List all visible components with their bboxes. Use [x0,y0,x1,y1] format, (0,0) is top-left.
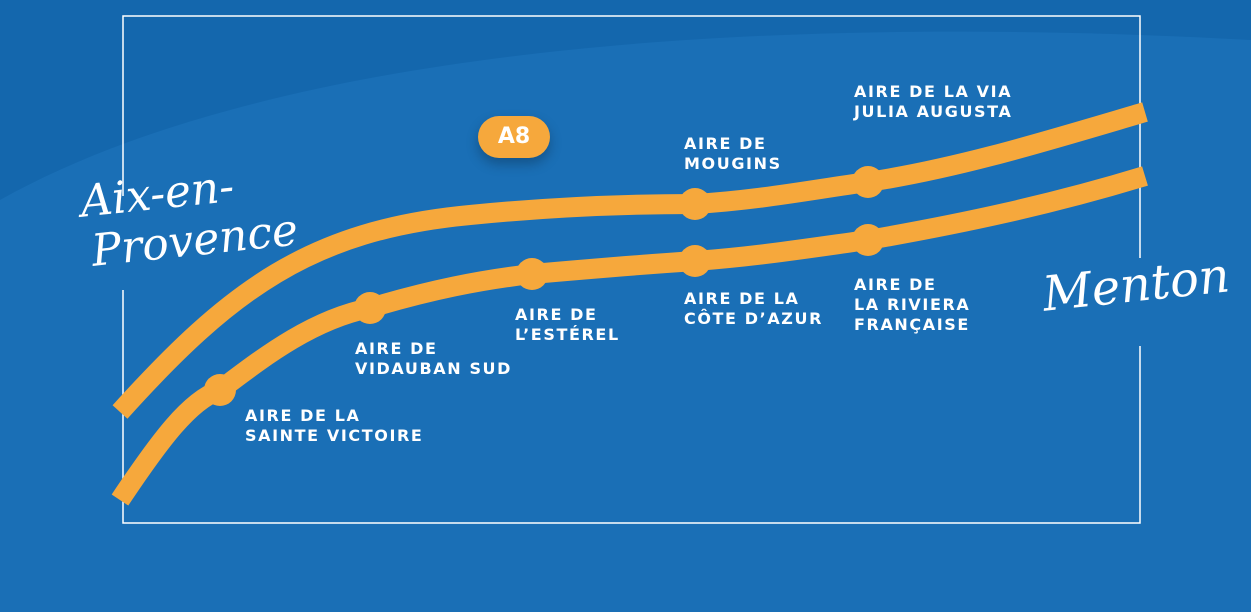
rest-area-label-via-julia-augusta: AIRE DE LA VIA JULIA AUGUSTA [854,82,1012,122]
rest-area-label-line: VIDAUBAN SUD [355,359,513,378]
rest-area-label-line: AIRE DE [684,134,767,153]
rest-area-label-line: LA RIVIERA [854,295,971,314]
rest-area-label-line: AIRE DE [355,339,438,358]
stop-riviera-francaise[interactable] [852,224,884,256]
rest-area-label-line: AIRE DE LA VIA [854,82,1013,101]
rest-area-label-vidauban-sud: AIRE DE VIDAUBAN SUD [355,339,512,379]
rest-area-label-line: AIRE DE LA [684,289,800,308]
rest-area-label-riviera-francaise: AIRE DE LA RIVIERA FRANÇAISE [854,275,970,335]
rest-area-label-cote-d-azur: AIRE DE LA CÔTE D’AZUR [684,289,823,329]
rest-area-label-line: MOUGINS [684,154,782,173]
stop-esterel[interactable] [516,258,548,290]
rest-area-label-line: L’ESTÉREL [515,325,620,344]
rest-area-label-line: AIRE DE [515,305,598,324]
rest-area-label-line: AIRE DE LA [245,406,361,425]
rest-area-label-line: JULIA AUGUSTA [854,102,1013,121]
road-upper-carriageway [112,102,1148,419]
background-wave [0,31,1251,612]
rest-area-label-line: SAINTE VICTOIRE [245,426,424,445]
stop-mougins[interactable] [679,188,711,220]
stop-via-julia-augusta[interactable] [852,166,884,198]
rest-area-label-line: CÔTE D’AZUR [684,309,824,328]
rest-area-label-sainte-victoire: AIRE DE LA SAINTE VICTOIRE [245,406,423,446]
rest-area-label-mougins: AIRE DE MOUGINS [684,134,782,174]
rest-area-label-line: FRANÇAISE [854,315,970,334]
stop-sainte-victoire[interactable] [204,374,236,406]
rest-area-label-line: AIRE DE [854,275,937,294]
stop-cote-d-azur[interactable] [679,245,711,277]
rest-area-label-esterel: AIRE DE L’ESTÉREL [515,305,620,345]
a8-road-badge: A8 [478,116,550,158]
stop-vidauban-sud[interactable] [354,292,386,324]
